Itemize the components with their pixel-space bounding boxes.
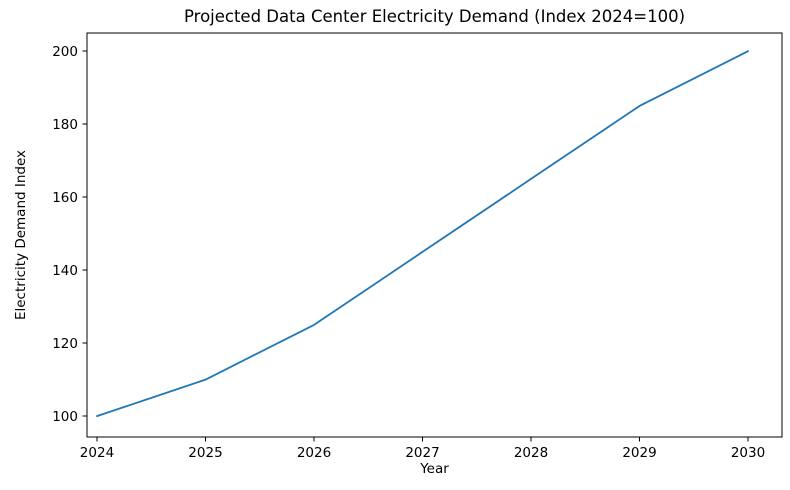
x-tick-label: 2027 <box>405 445 439 461</box>
x-tick-label: 2025 <box>188 445 222 461</box>
plot-border <box>86 32 783 438</box>
x-tick-label: 2028 <box>514 445 548 461</box>
y-tick-label: 120 <box>52 336 78 352</box>
x-axis-title: Year <box>420 461 449 477</box>
x-tick-label: 2029 <box>622 445 656 461</box>
y-tick-label: 200 <box>52 44 78 60</box>
chart-title: Projected Data Center Electricity Demand… <box>183 7 686 26</box>
y-tick-label: 100 <box>52 409 78 425</box>
y-tick-label: 180 <box>52 117 78 133</box>
x-tick-label: 2030 <box>731 445 765 461</box>
y-tick-label: 160 <box>52 190 78 206</box>
y-tick-label: 140 <box>52 263 78 279</box>
demand-line <box>96 50 749 418</box>
x-tick-label: 2024 <box>80 445 114 461</box>
x-tick-label: 2026 <box>297 445 331 461</box>
